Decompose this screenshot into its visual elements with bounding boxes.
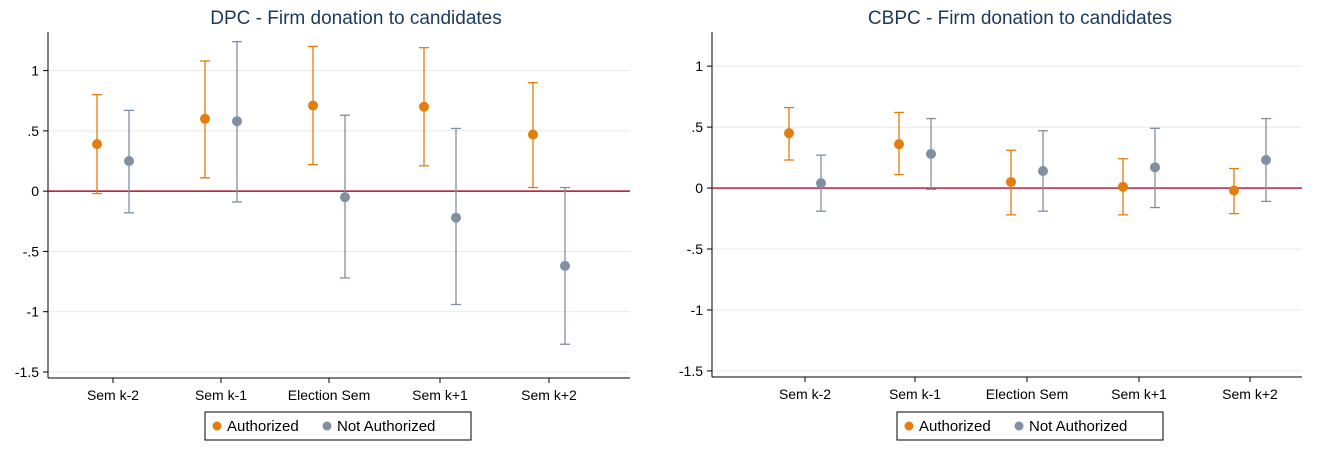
y-tick-label: -1.5: [679, 363, 703, 379]
legend-marker: [904, 421, 914, 431]
x-tick-label: Sem k+1: [412, 387, 468, 403]
x-tick-label: Sem k+1: [1111, 386, 1167, 402]
data-point: [784, 128, 794, 139]
y-tick-label: 0: [31, 183, 39, 199]
x-tick-label: Sem k-1: [889, 386, 941, 402]
data-point: [1150, 162, 1160, 173]
data-point: [1229, 185, 1239, 196]
y-tick-label: .5: [691, 119, 703, 135]
chart-panel-1: DPC - Firm donation to candidates 1 .5 0 -.5…: [15, 8, 630, 441]
chart-title: DPC - Firm donation to candidates: [210, 8, 501, 29]
data-point: [560, 260, 570, 271]
y-tick-label: .5: [27, 123, 39, 139]
data-point: [1118, 181, 1128, 192]
data-point: [308, 100, 318, 111]
x-tick-label: Sem k-2: [779, 386, 831, 402]
x-tick-label: Sem k+2: [521, 387, 577, 403]
data-point: [200, 113, 210, 124]
chart-panel-2: CBPC - Firm donation to candidates 1 .5 0 -.…: [679, 8, 1302, 441]
y-tick-label: 1: [695, 58, 703, 74]
legend-label: Not Authorized: [1029, 418, 1127, 435]
legend: Authorized Not Authorized: [204, 411, 472, 441]
data-point: [232, 116, 242, 127]
x-tick-label: Election Sem: [288, 387, 370, 403]
data-point: [451, 212, 461, 223]
x-tick-label: Sem k-1: [195, 387, 247, 403]
data-point: [926, 148, 936, 159]
legend-box: [896, 411, 1164, 441]
x-tick-label: Election Sem: [986, 386, 1068, 402]
data-point: [816, 178, 826, 189]
legend-marker: [212, 421, 222, 431]
chart-title: CBPC - Firm donation to candidates: [868, 8, 1172, 29]
data-point: [1038, 165, 1048, 176]
x-tick-label: Sem k-2: [87, 387, 139, 403]
data-point: [419, 101, 429, 112]
data-point: [124, 155, 134, 166]
y-tick-label: 1: [31, 63, 39, 79]
y-tick-label: -.5: [687, 241, 704, 257]
y-tick-label: -.5: [23, 243, 40, 259]
data-point: [1006, 176, 1016, 187]
legend-label: Authorized: [227, 418, 299, 435]
x-tick-label: Sem k+2: [1222, 386, 1278, 402]
data-point: [1261, 155, 1271, 166]
legend-marker: [1014, 421, 1024, 431]
y-tick-label: -1.5: [15, 364, 39, 380]
data-point: [894, 139, 904, 150]
data-point: [92, 139, 102, 150]
y-tick-label: -1: [27, 304, 40, 320]
data-point: [340, 192, 350, 203]
legend-box: [204, 411, 472, 441]
y-tick-label: -1: [691, 302, 704, 318]
legend-label: Not Authorized: [337, 418, 435, 435]
y-tick-label: 0: [695, 180, 703, 196]
legend-label: Authorized: [919, 418, 991, 435]
legend: Authorized Not Authorized: [896, 411, 1164, 441]
legend-marker: [322, 421, 332, 431]
data-point: [528, 129, 538, 140]
